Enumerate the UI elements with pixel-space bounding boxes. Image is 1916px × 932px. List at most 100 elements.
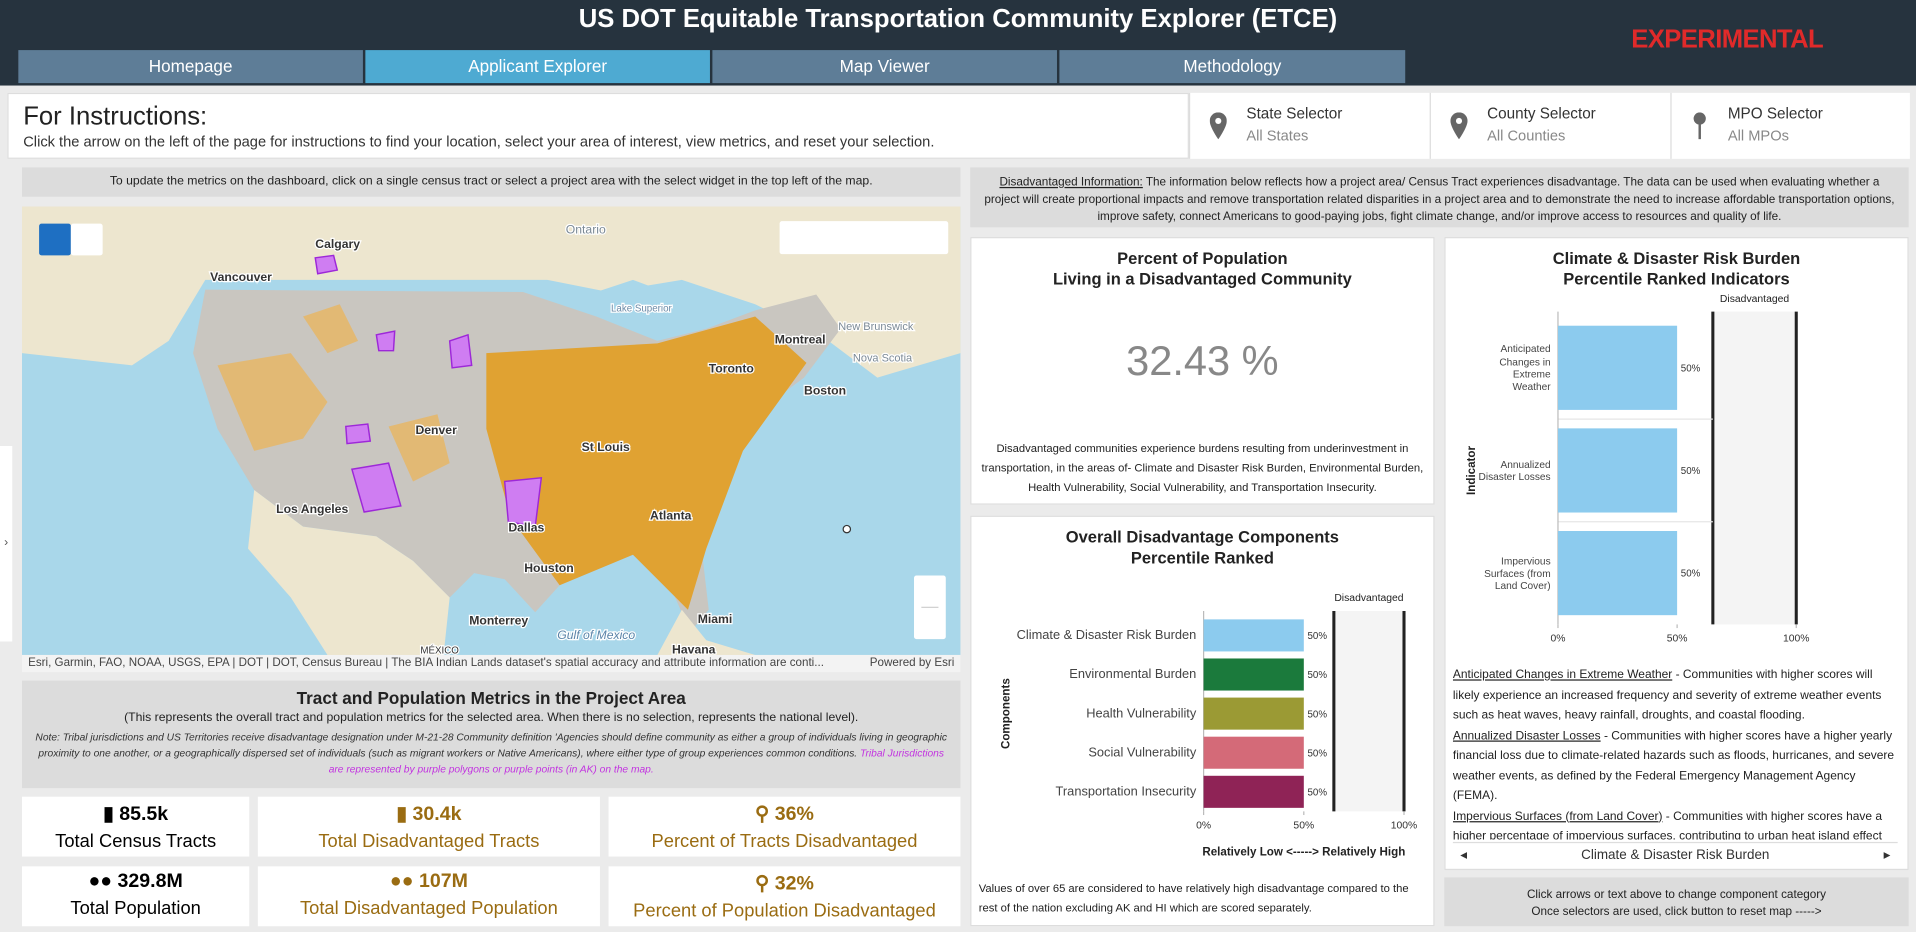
tab[interactable]: Homepage [18,50,363,84]
selector[interactable]: MPO Selector All MPOs [1670,92,1910,159]
map-label: Montreal [775,332,826,346]
map-label: Dallas [508,521,544,535]
x-tick-label: 50% [1293,820,1314,831]
map-label: Lake Superior [611,304,673,315]
help-box: Click arrows or text above to change com… [1444,877,1909,927]
category-label: Impervious Surfaces (from Land Cover) [1484,554,1551,592]
selector-value: All Counties [1487,127,1566,145]
map-label: Gulf of Mexico [557,628,635,642]
kpi-card: ⚲ 32% Percent of Population Disadvantaged [608,866,961,927]
value-label: 50% [1681,569,1701,580]
indicator-descriptions: Anticipated Changes in Extreme Weather -… [1452,666,1895,840]
info-text: The information below reflects how a pro… [984,175,1895,224]
map-label: Houston [524,561,573,575]
map-label: St Louis [582,440,630,454]
tab[interactable]: Applicant Explorer [365,50,710,84]
category-label: Environmental Burden [1069,666,1197,682]
category-label: Annualized Disaster Losses [1478,457,1551,483]
category-label: Health Vulnerability [1086,705,1197,721]
value-label: 50% [1307,787,1327,798]
powered-by: Powered by Esri [869,656,955,670]
kpi-number: 329.8M [117,871,183,893]
instructions-title: For Instructions: [23,102,208,131]
kpi-number: 85.5k [119,804,169,825]
y-axis-label: Indicator [1465,445,1478,494]
kpi-number: 30.4k [412,804,462,825]
map-label: Atlanta [650,508,692,522]
pin-icon [1450,112,1468,140]
note-highlight: Tribal Jurisdictions are represented by … [328,746,944,775]
indicator-term: Impervious Surfaces (from Land Cover) [1452,809,1663,823]
value-label: 50% [1307,748,1327,759]
instructions-text: Click the arrow on the left of the page … [23,133,935,151]
chart-title: Overall Disadvantage Components Percenti… [1065,527,1339,567]
kpi-number: 107M [418,871,468,893]
selector[interactable]: State Selector All States [1188,92,1430,159]
x-tick-label: 0% [1550,634,1565,645]
kpi-value: ▮ 30.4k [396,804,462,825]
nav-prev[interactable]: ◂ [1460,848,1467,863]
indicator-term: Anticipated Changes in Extreme Weather [1452,668,1673,682]
bar [1203,658,1304,691]
bar [1203,775,1304,808]
instructions: For Instructions: Click the arrow on the… [7,92,1189,159]
kpi-label: Total Disadvantaged Tracts [318,830,540,852]
x-tick-label: 50% [1667,634,1688,645]
selector[interactable]: County Selector All Counties [1429,92,1671,159]
percent-text: Disadvantaged communities experience bur… [981,442,1424,494]
x-axis-label: Relatively Low <-----> Relatively High [1202,845,1405,858]
map-label: Calgary [315,237,360,251]
metrics-subtitle: (This represents the overall tract and p… [124,711,859,725]
kpi-value: ⚲ 36% [755,804,814,825]
components-chart: Overall Disadvantage Components Percenti… [970,515,1435,927]
indicator-description: Annualized Disaster Losses - Communities… [1453,726,1895,807]
map-label: Boston [804,384,846,398]
indicator-text: - Communities with higher scores will li… [1452,668,1882,723]
metrics-note: Note: Tribal jurisdictions and US Territ… [34,729,948,777]
category-label: Social Vulnerability [1088,745,1197,760]
info-box: Disadvantaged Information: The informati… [970,167,1909,228]
indicators-chart: Climate & Disaster Risk Burden Percentil… [1444,237,1909,871]
kpi-value: ⚲ 32% [755,873,814,895]
selector-label: MPO Selector [1727,105,1823,123]
kpi-number: 36% [774,804,814,825]
tab[interactable]: Map Viewer [712,50,1057,84]
threshold-label: Disadvantaged [1334,593,1403,604]
disadvantaged-region [1333,610,1405,812]
chart-plot: Disadvantaged 0% 50% 100% 50% 50% 50% 50% 50% Rel… [999,593,1417,858]
category-nav[interactable]: ◂ Climate & Disaster Risk Burden ▸ [1452,841,1898,866]
selector-value: All MPOs [1727,127,1789,145]
attribution-text: Esri, Garmin, FAO, NOAA, USGS, EPA | DOT… [28,656,824,670]
nav-next[interactable]: ▸ [1883,848,1891,863]
map-label: Toronto [709,362,754,376]
map[interactable]: Calgary Vancouver Ontario Lake Superior … [21,206,961,655]
indicator-description: Impervious Surfaces (from Land Cover) - … [1452,807,1895,840]
selector-value: All States [1246,127,1309,145]
bar [1203,697,1304,730]
kpi-label: Percent of Tracts Disadvantaged [651,830,918,852]
kpi-value: ▮ 85.5k [103,804,169,825]
tab[interactable]: Methodology [1059,50,1406,84]
note-text: Note: Tribal jurisdictions and US Territ… [35,730,947,759]
map-label: Los Angeles [276,502,348,516]
map-label: Havana [672,643,716,655]
kpi-card: ●● 329.8M Total Population [21,866,250,927]
map-label: Monterrey [469,613,528,627]
map-label: MÉXICO [420,646,459,655]
badge: EXPERIMENTAL [1631,25,1824,54]
map-label: Miami [698,612,733,626]
map-note: To update the metrics on the dashboard, … [21,167,961,197]
bar [1203,619,1304,652]
bar [1557,325,1678,410]
help-line: Click arrows or text above to change com… [1526,888,1827,902]
chart-title: Climate & Disaster Risk Burden Percentil… [1552,249,1801,289]
nav-label[interactable]: Climate & Disaster Risk Burden [1581,848,1770,863]
selector-label: County Selector [1487,105,1596,123]
y-axis-label: Components [999,678,1012,749]
side-toggle[interactable]: › [0,446,13,642]
map-label: Vancouver [210,270,272,284]
disadvantaged-region [1712,311,1797,625]
percent-value: 32.43 % [1126,338,1279,385]
kpi-label: Percent of Population Disadvantaged [633,900,936,922]
